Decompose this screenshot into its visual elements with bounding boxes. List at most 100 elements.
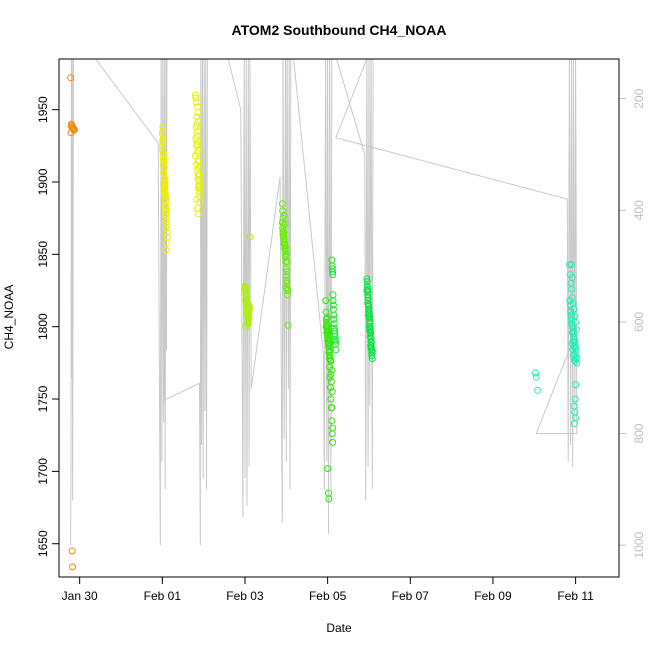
data-point-series-8: [567, 307, 575, 315]
data-point-series-3: [243, 298, 251, 306]
x-tick-label: Feb 11: [557, 589, 594, 603]
data-point-series-3: [243, 310, 251, 318]
axes: Jan 30 Feb 01 Feb 03 Feb 05 Feb 07 Feb 09 Feb …: [36, 88, 646, 603]
data-point-series-1: [163, 239, 170, 247]
data-point-series-3: [246, 304, 253, 312]
data-point-series-1: [159, 123, 167, 131]
data-point-series-7: [363, 275, 371, 283]
data-point-series-7: [364, 288, 372, 296]
data-point-series-5: [329, 438, 337, 446]
data-point-series-4: [280, 236, 288, 244]
data-point-series-3: [244, 320, 251, 328]
plot-area: [67, 59, 581, 571]
data-point-series-5: [322, 297, 330, 305]
data-point-series-8: [568, 274, 576, 281]
y-tick-label: 1850: [36, 241, 50, 268]
pressure-track-line: [70, 59, 578, 546]
data-point-series-7: [367, 339, 375, 347]
data-point-series-2: [195, 177, 203, 184]
x-tick-label: Feb 09: [474, 589, 512, 603]
data-point-series-1: [162, 246, 170, 254]
data-point-series-7: [365, 313, 373, 321]
data-point-series-7: [368, 355, 376, 362]
data-point-series-1: [160, 169, 168, 177]
data-point-series-2: [194, 117, 202, 125]
data-point-series-8: [534, 386, 542, 394]
data-point-series-7: [367, 334, 375, 342]
data-point-series-5: [328, 388, 336, 396]
x-tick-label: Feb 03: [226, 589, 264, 603]
y-tick-label: 1950: [36, 96, 50, 123]
data-point-series-5: [327, 378, 335, 386]
data-point-series-5: [324, 465, 332, 472]
data-point-series-0: [68, 547, 76, 555]
data-point-series-7: [363, 278, 371, 286]
data-point-series-2: [194, 109, 202, 116]
data-point-series-6: [331, 336, 339, 344]
data-point-series-1: [158, 146, 166, 154]
data-point-series-6: [331, 333, 339, 341]
data-point-series-4: [278, 200, 286, 208]
data-point-series-1: [162, 203, 170, 211]
x-tick-label: Jan 30: [62, 589, 98, 603]
data-point-series-8: [572, 381, 580, 389]
data-point-series-5: [327, 395, 335, 403]
data-point-series-0: [70, 126, 78, 134]
y-tick-label: 1700: [36, 458, 50, 485]
data-point-series-2: [194, 127, 201, 135]
data-point-series-0: [67, 74, 75, 82]
data-point-series-1: [158, 130, 166, 138]
data-point-series-7: [368, 346, 376, 354]
data-point-series-3: [246, 233, 254, 241]
data-point-series-1: [158, 142, 166, 150]
data-point-series-4: [284, 321, 292, 329]
y2-tick-label: 400: [632, 200, 646, 220]
data-point-series-1: [159, 127, 167, 135]
y-tick-label: 1800: [36, 313, 50, 340]
data-point-series-2: [194, 149, 201, 157]
data-point-series-5: [323, 314, 331, 322]
data-point-series-5: [327, 356, 334, 364]
data-point-series-4: [282, 284, 290, 292]
data-point-series-1: [162, 210, 170, 218]
data-point-series-6: [329, 301, 337, 309]
data-point-series-2: [193, 195, 201, 203]
data-point-series-2: [193, 113, 201, 121]
data-point-series-1: [160, 155, 168, 163]
data-point-series-0: [67, 120, 75, 128]
data-point-series-8: [568, 329, 576, 336]
data-point-series-2: [192, 98, 200, 106]
data-point-series-1: [160, 174, 168, 182]
data-point-series-7: [364, 285, 372, 293]
y2-tick-label: 800: [632, 423, 646, 443]
data-point-series-7: [363, 287, 371, 294]
data-point-series-7: [366, 324, 374, 332]
data-point-series-7: [367, 342, 375, 349]
data-point-series-4: [279, 207, 287, 215]
data-point-series-8: [568, 320, 575, 328]
y2-tick-label: 600: [632, 312, 646, 332]
data-point-series-7: [366, 327, 374, 335]
data-point-series-4: [280, 211, 288, 219]
data-point-series-1: [162, 207, 170, 215]
data-point-series-8: [566, 297, 574, 305]
data-point-series-7: [365, 310, 373, 318]
data-point-series-1: [161, 191, 169, 199]
data-point-series-0: [69, 563, 77, 571]
x-tick-label: Feb 01: [144, 589, 182, 603]
data-point-series-2: [195, 172, 203, 180]
data-point-series-8: [532, 369, 539, 377]
data-point-series-8: [572, 353, 580, 361]
data-point-series-7: [366, 317, 374, 325]
y-tick-label: 1900: [36, 168, 50, 195]
data-point-series-8: [571, 395, 579, 403]
data-point-series-8: [571, 357, 579, 365]
data-point-series-7: [365, 305, 373, 313]
data-point-series-6: [329, 268, 337, 276]
data-point-series-6: [330, 324, 338, 332]
data-point-series-1: [161, 181, 169, 189]
data-point-series-4: [281, 220, 289, 228]
data-point-series-4: [284, 291, 291, 299]
data-point-series-1: [159, 139, 167, 147]
x-tick-label: Feb 05: [309, 589, 347, 603]
